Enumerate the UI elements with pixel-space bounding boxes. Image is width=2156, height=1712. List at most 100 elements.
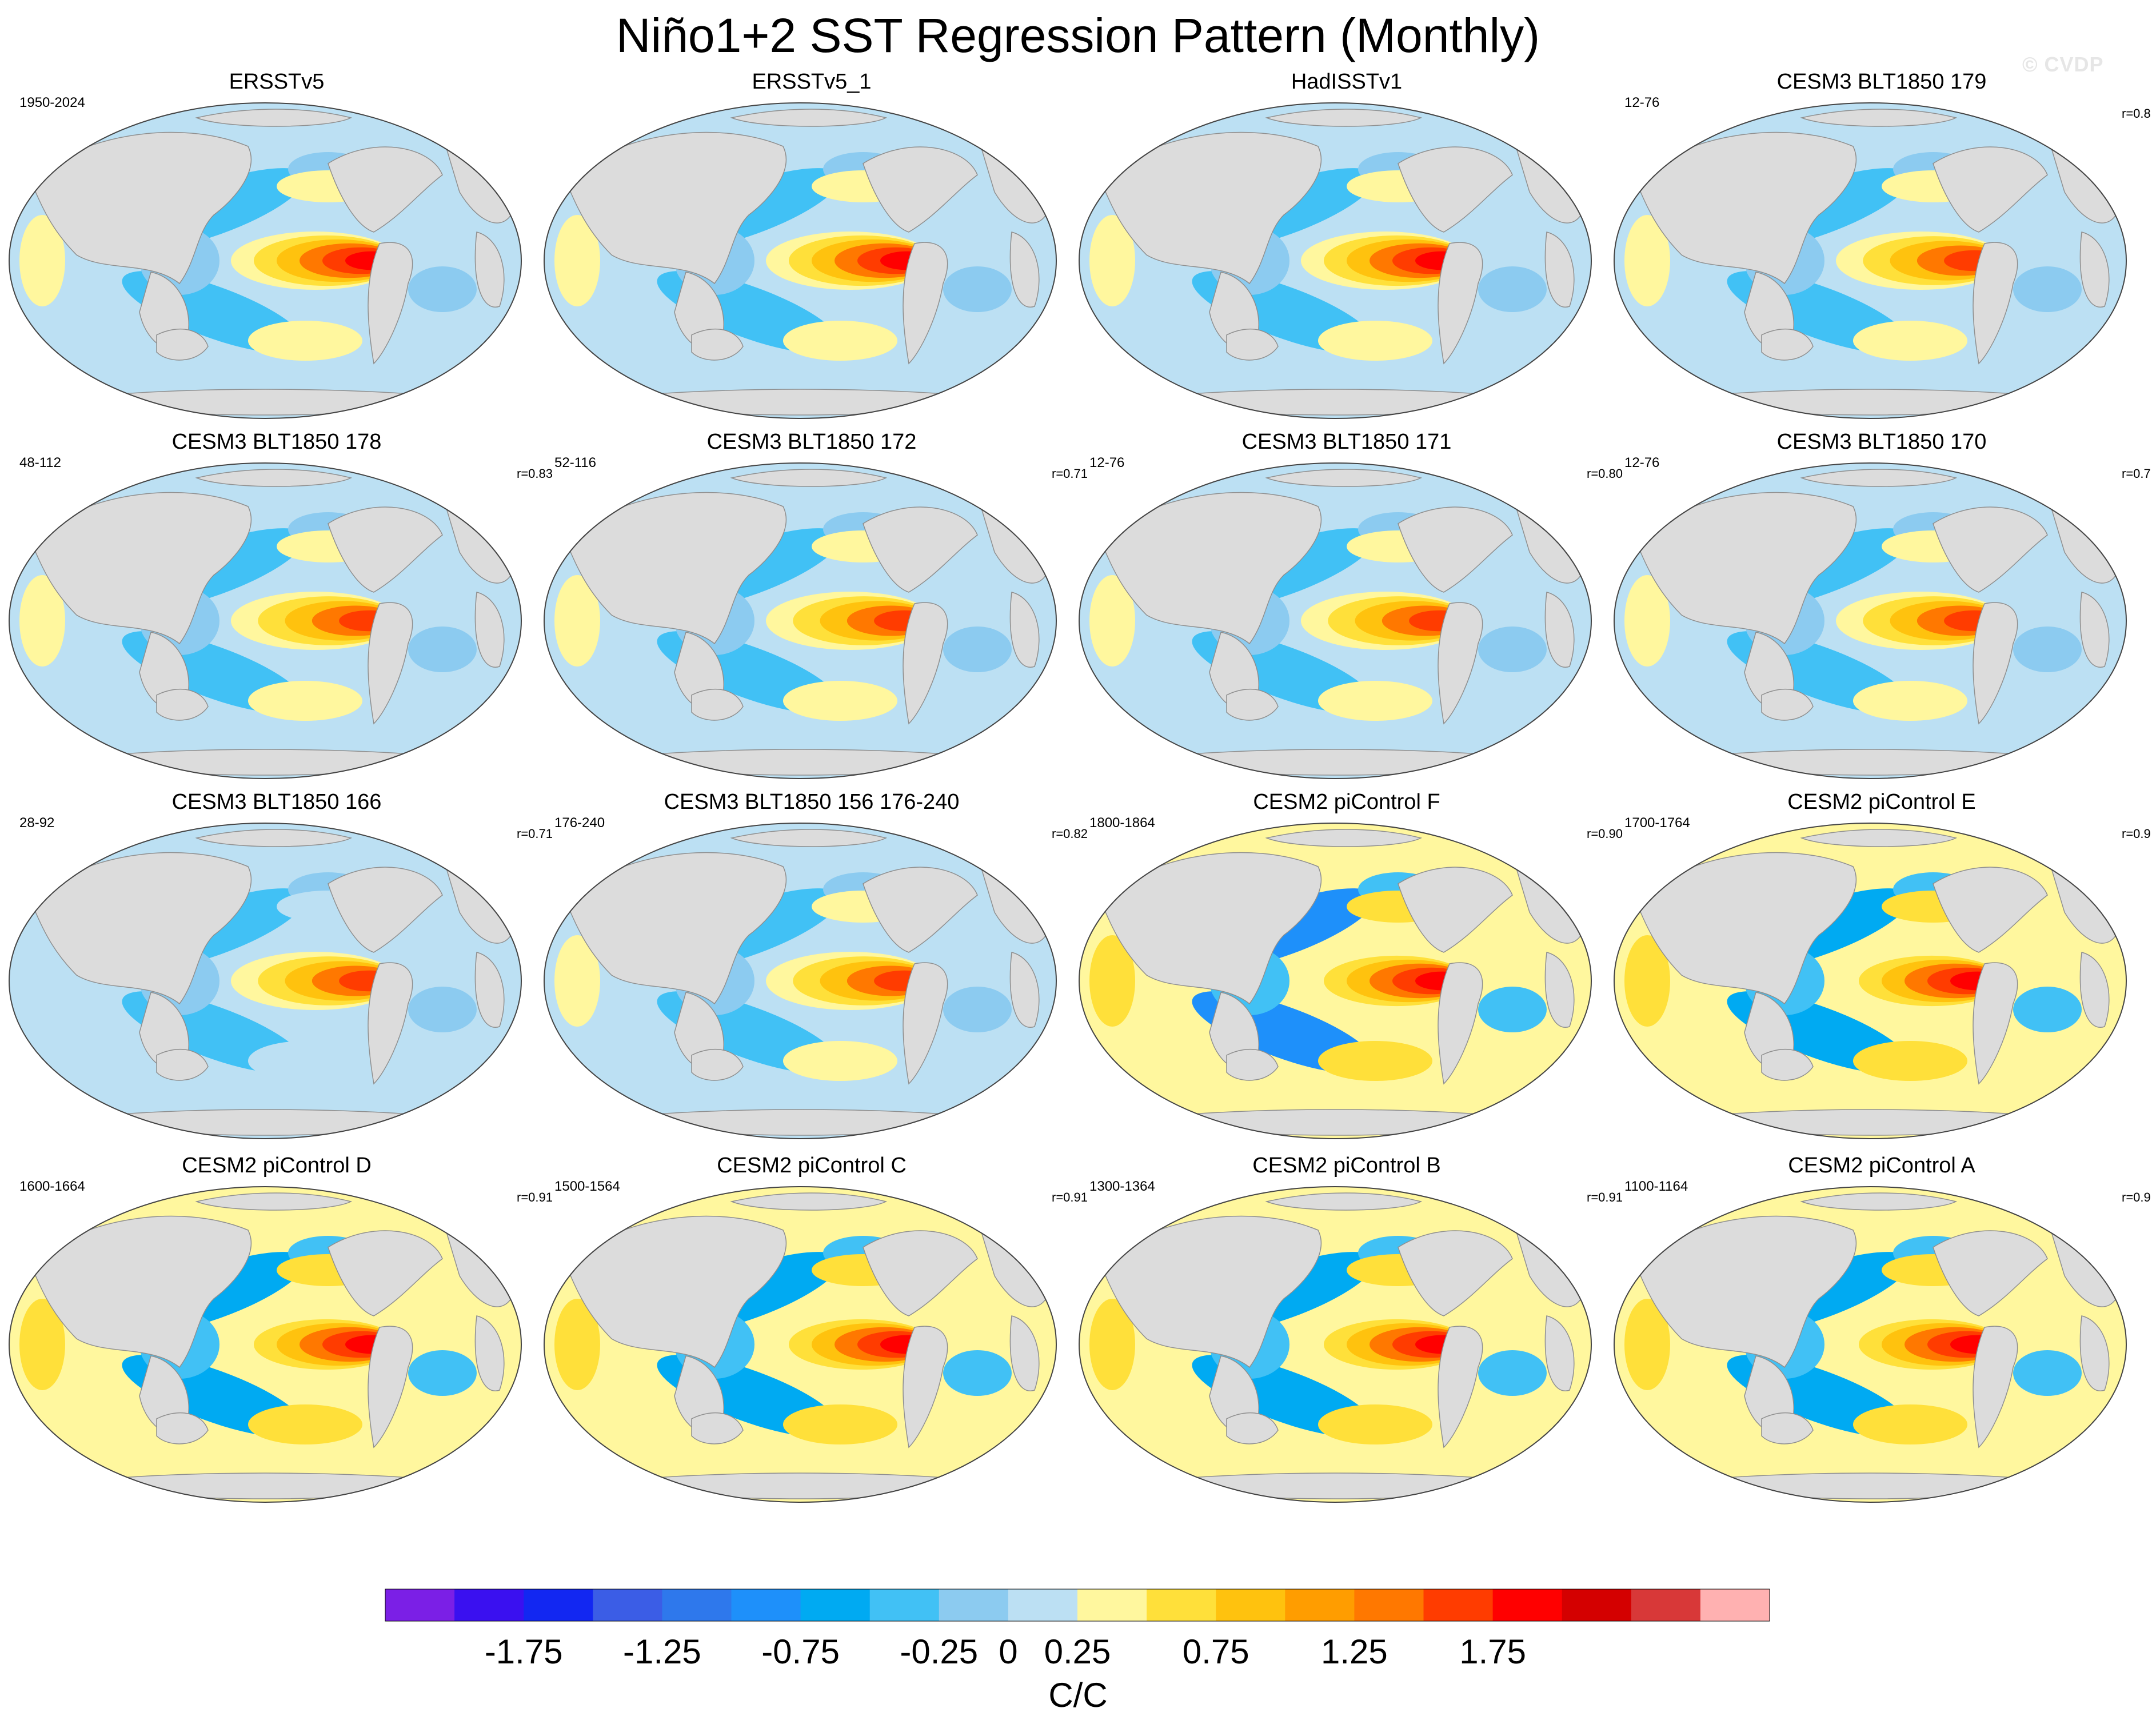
land-mass bbox=[156, 328, 209, 361]
land-mass bbox=[1680, 1472, 2061, 1499]
regression-map bbox=[9, 462, 522, 779]
land-mass bbox=[730, 829, 888, 847]
land-mass bbox=[30, 492, 251, 645]
colorbar-swatch bbox=[454, 1589, 524, 1621]
negative-anomaly-lobe bbox=[408, 987, 477, 1032]
map-panel: CESM3 BLT1850 171 12-76 r=0.80 bbox=[1078, 430, 1623, 796]
map-border bbox=[544, 823, 1057, 1139]
land-mass bbox=[730, 109, 888, 127]
land-mass bbox=[565, 131, 786, 285]
colorbar-swatch bbox=[662, 1589, 732, 1621]
land-mass bbox=[156, 1048, 209, 1081]
negative-anomaly-lobe bbox=[408, 1350, 477, 1396]
land-mass bbox=[1933, 1230, 2048, 1316]
panel-period: 12-76 bbox=[1624, 95, 1660, 110]
map-panel: CESM3 BLT1850 156 176-240 176-240 r=0.82 bbox=[543, 790, 1088, 1156]
colorbar-units-label: C/C bbox=[1048, 1676, 1107, 1712]
land-mass bbox=[1398, 867, 1513, 953]
colorbar-swatch bbox=[731, 1589, 801, 1621]
colorbar-swatch bbox=[1216, 1589, 1285, 1621]
positive-anomaly-lobe bbox=[554, 935, 600, 1027]
land-mass bbox=[368, 242, 413, 365]
land-mass bbox=[610, 749, 991, 776]
colorbar-swatch bbox=[1423, 1589, 1494, 1621]
map-panel: ERSSTv5 1950-2024 bbox=[8, 70, 545, 436]
land-mass bbox=[1761, 1048, 1814, 1081]
land-mass bbox=[368, 962, 413, 1085]
negative-anomaly-lobe bbox=[1478, 266, 1547, 312]
panel-correlation: r=0.91 bbox=[517, 1190, 553, 1204]
land-mass bbox=[1800, 829, 1958, 847]
negative-anomaly-lobe bbox=[1478, 987, 1547, 1032]
land-mass bbox=[863, 867, 978, 953]
map-border bbox=[1614, 102, 2127, 419]
map-panel: CESM3 BLT1850 166 28-92 r=0.71 bbox=[8, 790, 553, 1156]
colorbar-swatch bbox=[1147, 1589, 1216, 1621]
panel-correlation: r=0.9 bbox=[2122, 1190, 2151, 1204]
regression-map bbox=[1079, 102, 1592, 419]
panel-period: 1700-1764 bbox=[1624, 815, 1690, 831]
map-border bbox=[1079, 823, 1592, 1139]
land-mass bbox=[1800, 1192, 1958, 1211]
positive-anomaly-lobe bbox=[1318, 321, 1432, 361]
map-panel: CESM3 BLT1850 170 12-76 r=0.7 bbox=[1613, 430, 2151, 796]
positive-anomaly-lobe bbox=[783, 1041, 897, 1081]
land-mass bbox=[156, 688, 209, 721]
positive-anomaly-lobe bbox=[554, 1299, 600, 1390]
land-mass bbox=[328, 506, 443, 593]
panel-title: CESM3 BLT1850 171 bbox=[1241, 430, 1452, 454]
land-mass bbox=[1635, 131, 1856, 285]
land-mass bbox=[610, 1472, 991, 1499]
regression-map bbox=[1614, 102, 2127, 419]
negative-anomaly-lobe bbox=[408, 626, 477, 672]
map-border bbox=[9, 102, 522, 419]
land-mass bbox=[610, 389, 991, 416]
panel-correlation: r=0.9 bbox=[2122, 827, 2151, 841]
land-mass bbox=[1265, 109, 1423, 127]
land-mass bbox=[474, 232, 505, 308]
land-mass bbox=[610, 1109, 991, 1136]
land-mass bbox=[1761, 1412, 1814, 1444]
colorbar-swatch bbox=[1631, 1589, 1701, 1621]
land-mass bbox=[691, 1412, 744, 1444]
land-mass bbox=[1544, 952, 1575, 1028]
map-border bbox=[9, 823, 522, 1139]
negative-anomaly-lobe bbox=[1478, 1350, 1547, 1396]
land-mass bbox=[1226, 1412, 1279, 1444]
land-mass bbox=[1800, 109, 1958, 127]
land-mass bbox=[863, 1230, 978, 1316]
negative-anomaly-lobe bbox=[943, 1350, 1012, 1396]
panel-title: ERSSTv5 bbox=[229, 70, 325, 94]
land-mass bbox=[1438, 1326, 1483, 1448]
positive-anomaly-lobe bbox=[1318, 681, 1432, 721]
colorbar-tick-label: -0.75 bbox=[761, 1633, 840, 1671]
land-mass bbox=[691, 1048, 744, 1081]
land-mass bbox=[1680, 389, 2061, 416]
land-mass bbox=[75, 389, 456, 416]
land-mass bbox=[1145, 389, 1526, 416]
positive-anomaly-lobe bbox=[1089, 1299, 1135, 1390]
land-mass bbox=[1635, 852, 1856, 1005]
land-mass bbox=[1973, 602, 2018, 725]
panel-correlation: r=0.71 bbox=[517, 827, 553, 841]
map-panel: CESM3 BLT1850 178 48-112 r=0.83 bbox=[8, 430, 553, 796]
colorbar-tick-label: -0.25 bbox=[900, 1633, 978, 1671]
positive-anomaly-lobe bbox=[1624, 575, 1670, 667]
colorbar-swatch bbox=[385, 1589, 455, 1621]
positive-anomaly-lobe bbox=[19, 1299, 65, 1390]
map-border bbox=[9, 462, 522, 779]
land-mass bbox=[1100, 492, 1321, 645]
land-mass bbox=[195, 109, 353, 127]
land-mass bbox=[1009, 1315, 1040, 1391]
land-mass bbox=[1973, 1326, 2018, 1448]
land-mass bbox=[730, 1192, 888, 1211]
land-mass bbox=[195, 469, 353, 487]
negative-anomaly-lobe bbox=[408, 266, 477, 312]
panel-period: 1300-1364 bbox=[1089, 1179, 1155, 1194]
panel-correlation: r=0.82 bbox=[1052, 827, 1088, 841]
colorbar-tick-label: 0.75 bbox=[1183, 1633, 1249, 1671]
land-mass bbox=[691, 688, 744, 721]
positive-anomaly-lobe bbox=[783, 321, 897, 361]
land-mass bbox=[1265, 829, 1423, 847]
land-mass bbox=[1438, 962, 1483, 1085]
